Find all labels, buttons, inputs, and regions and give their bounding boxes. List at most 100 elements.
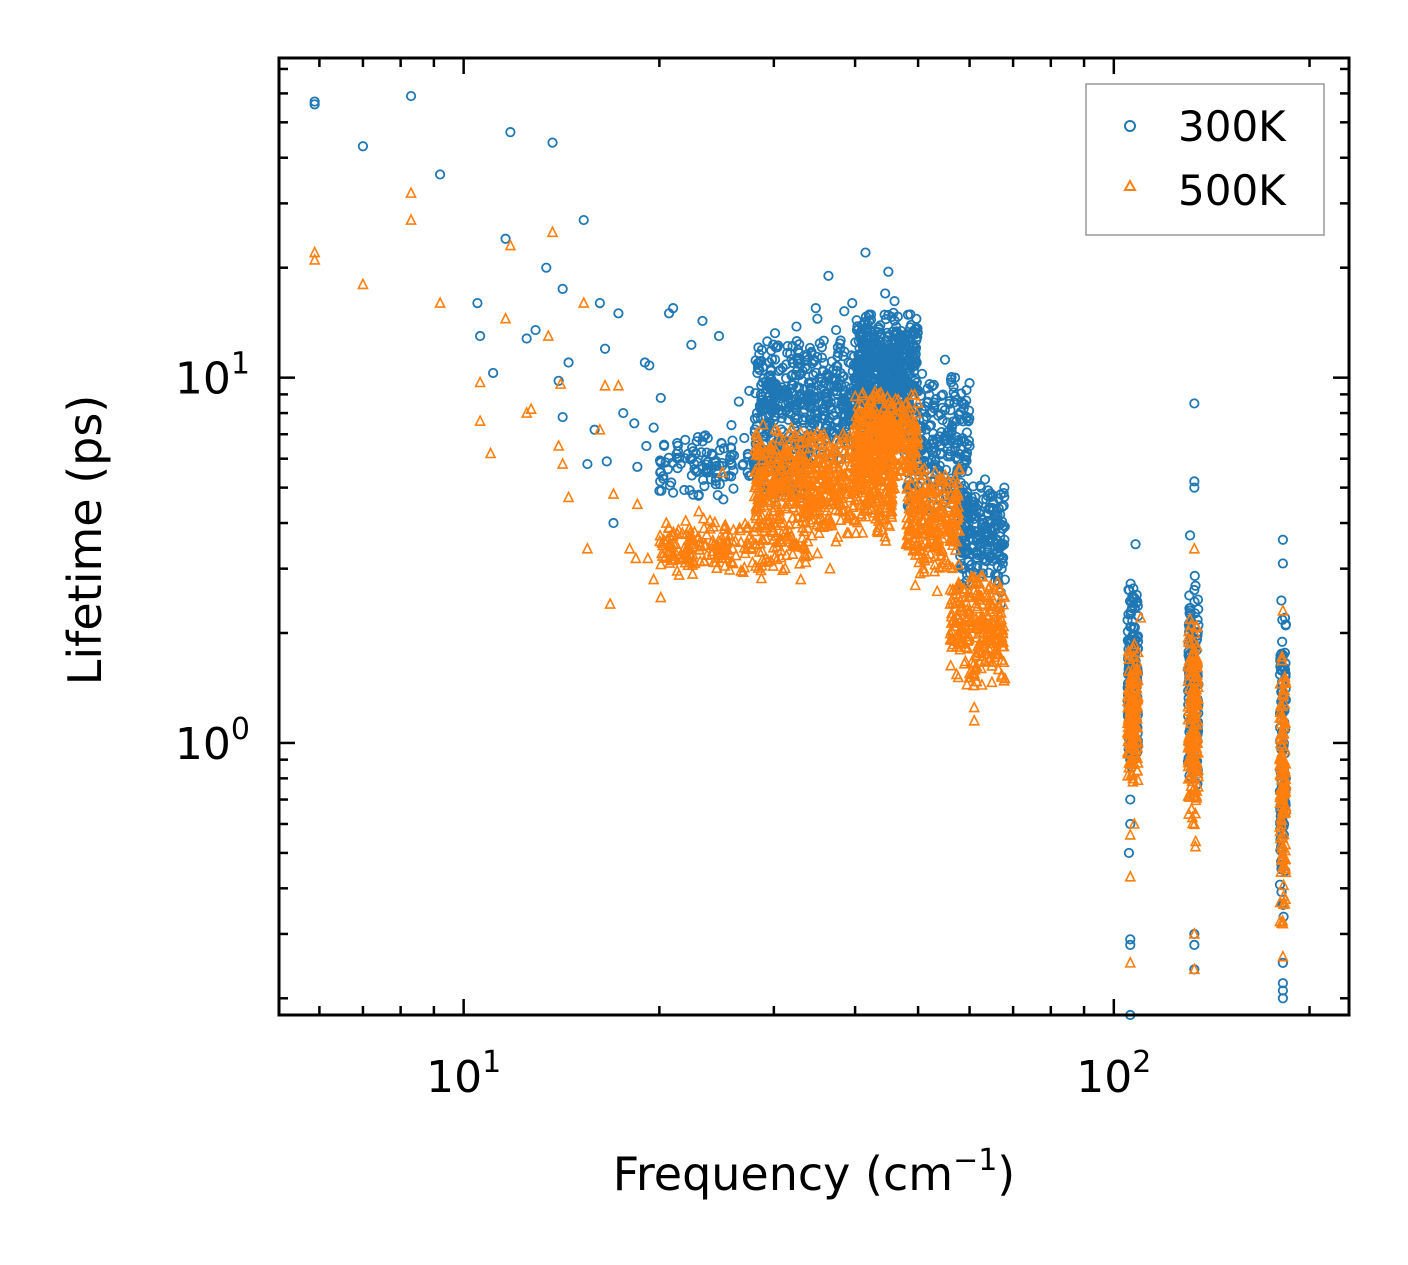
- point-500K: [1277, 604, 1289, 616]
- point-300K: [896, 386, 907, 397]
- point-500K: [779, 456, 791, 469]
- point-500K: [755, 571, 768, 584]
- point-500K: [1277, 688, 1290, 701]
- point-500K: [889, 430, 902, 442]
- point-500K: [1127, 771, 1139, 784]
- point-500K: [797, 509, 809, 522]
- point-500K: [972, 617, 985, 630]
- point-500K: [1125, 672, 1137, 685]
- point-500K: [825, 450, 838, 462]
- point-500K: [827, 493, 840, 505]
- x-tick-label: 102: [1076, 1045, 1151, 1103]
- point-500K: [908, 388, 921, 400]
- point-300K: [939, 354, 951, 365]
- point-500K: [860, 434, 873, 447]
- point-300K: [928, 379, 939, 390]
- point-500K: [806, 528, 818, 541]
- point-300K: [1276, 595, 1287, 606]
- point-500K: [790, 430, 803, 442]
- point-500K: [912, 396, 924, 408]
- point-500K: [1279, 805, 1292, 818]
- point-500K: [1277, 732, 1289, 745]
- point-500K: [795, 434, 808, 447]
- point-500K: [873, 387, 885, 399]
- point-500K: [1188, 716, 1201, 728]
- point-500K: [1184, 739, 1197, 751]
- point-300K: [863, 342, 874, 354]
- point-300K: [792, 366, 803, 377]
- point-300K: [995, 509, 1006, 520]
- point-500K: [959, 654, 972, 667]
- point-300K: [970, 491, 981, 503]
- point-500K: [1189, 697, 1202, 710]
- point-500K: [693, 504, 705, 517]
- point-500K: [684, 526, 696, 538]
- point-500K: [859, 415, 871, 428]
- point-500K: [946, 561, 959, 574]
- point-500K: [952, 557, 965, 570]
- point-300K: [955, 546, 967, 557]
- point-500K: [770, 494, 783, 507]
- point-500K: [794, 475, 807, 488]
- point-500K: [1128, 747, 1141, 760]
- point-500K: [889, 392, 902, 405]
- point-500K: [807, 465, 820, 478]
- point-500K: [813, 526, 825, 538]
- point-500K: [799, 441, 812, 454]
- point-500K: [977, 610, 989, 622]
- point-300K: [663, 452, 674, 463]
- point-500K: [942, 517, 955, 530]
- point-500K: [1277, 727, 1289, 740]
- point-500K: [970, 574, 982, 587]
- point-300K: [691, 436, 702, 447]
- point-500K: [961, 641, 974, 654]
- point-300K: [775, 364, 786, 375]
- point-500K: [847, 500, 859, 513]
- point-500K: [764, 456, 777, 469]
- y-axis-label: Lifetime (ps): [58, 395, 112, 686]
- point-500K: [1274, 699, 1287, 711]
- point-500K: [997, 597, 1010, 610]
- point-500K: [975, 569, 987, 581]
- point-500K: [1187, 783, 1199, 795]
- point-500K: [963, 586, 976, 598]
- point-300K: [982, 541, 993, 552]
- point-500K: [862, 404, 875, 417]
- point-500K: [944, 560, 957, 573]
- point-300K: [966, 512, 977, 523]
- point-500K: [803, 503, 816, 515]
- point-500K: [985, 622, 997, 635]
- point-300K: [1189, 608, 1201, 619]
- point-500K: [852, 424, 864, 437]
- point-500K: [654, 528, 666, 541]
- point-300K: [831, 324, 842, 336]
- point-500K: [1279, 859, 1291, 872]
- point-500K: [1279, 757, 1292, 769]
- point-500K: [826, 518, 838, 531]
- point-300K: [948, 437, 960, 449]
- point-500K: [679, 514, 692, 526]
- point-300K: [770, 342, 781, 353]
- point-500K: [623, 542, 636, 554]
- point-300K: [837, 403, 849, 414]
- point-300K: [891, 329, 903, 340]
- point-300K: [1189, 398, 1200, 409]
- point-500K: [1182, 772, 1195, 784]
- point-500K: [686, 567, 699, 579]
- point-300K: [912, 327, 923, 338]
- point-500K: [952, 576, 965, 588]
- point-300K: [641, 440, 652, 452]
- point-300K: [950, 442, 961, 454]
- point-500K: [923, 537, 935, 549]
- point-500K: [654, 590, 667, 603]
- point-300K: [685, 454, 696, 465]
- point-300K: [1132, 632, 1143, 643]
- point-300K: [881, 375, 892, 386]
- point-500K: [932, 532, 944, 545]
- point-300K: [1189, 584, 1200, 596]
- point-500K: [918, 462, 931, 474]
- point-300K: [687, 442, 698, 453]
- point-500K: [750, 478, 763, 491]
- point-300K: [716, 438, 727, 449]
